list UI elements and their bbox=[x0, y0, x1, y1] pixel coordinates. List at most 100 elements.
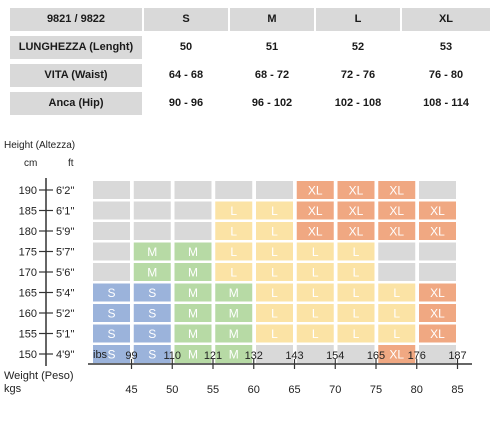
x-tick-label-kg: 85 bbox=[451, 384, 463, 396]
size-cell-label: S bbox=[107, 327, 115, 341]
size-cell-label: L bbox=[312, 307, 319, 321]
size-cell-label: XL bbox=[349, 204, 364, 218]
size-cell-label: L bbox=[230, 245, 237, 259]
size-cell-label: M bbox=[229, 327, 239, 341]
size-cell-label: XL bbox=[430, 204, 445, 218]
empty-cell bbox=[378, 263, 416, 281]
size-cell-label: S bbox=[148, 348, 156, 362]
size-cell-label: L bbox=[353, 327, 360, 341]
size-cell-s bbox=[133, 345, 171, 363]
size-cell-l bbox=[378, 304, 416, 322]
x-tick-label-kg: 45 bbox=[125, 384, 137, 396]
y-tick-label-ft: 4'9'' bbox=[56, 349, 75, 361]
size-header-l: L bbox=[316, 8, 400, 31]
empty-cell bbox=[93, 263, 130, 281]
size-cell-label: M bbox=[188, 286, 198, 300]
y-tick-label-ft: 5'1'' bbox=[56, 329, 75, 341]
size-header-xl: XL bbox=[402, 8, 490, 31]
y-tick-label-ft: 5'9'' bbox=[56, 226, 75, 238]
size-cell-label: L bbox=[393, 327, 400, 341]
y-tick-label-cm: 165 bbox=[19, 288, 37, 300]
size-cell-s bbox=[133, 324, 171, 343]
empty-cell bbox=[256, 181, 293, 199]
x-tick-label-kg: 70 bbox=[329, 384, 341, 396]
size-cell-l bbox=[296, 263, 334, 281]
size-cell-label: M bbox=[147, 245, 157, 259]
length-m: 51 bbox=[230, 36, 314, 59]
size-cell-l bbox=[215, 242, 253, 261]
empty-cell bbox=[296, 345, 334, 363]
empty-cell bbox=[419, 345, 456, 363]
size-cell-s bbox=[133, 304, 171, 322]
size-cell-xl bbox=[337, 222, 375, 240]
size-cell-xl bbox=[378, 201, 416, 220]
y-tick-label-cm: 150 bbox=[19, 349, 37, 361]
x-tick-label-lbs: 121 bbox=[204, 350, 222, 362]
size-cell-l bbox=[337, 324, 375, 343]
size-cell-label: XL bbox=[349, 184, 364, 198]
size-cell-label: XL bbox=[308, 204, 323, 218]
size-cell-l bbox=[296, 324, 334, 343]
size-cell-xl bbox=[378, 222, 416, 240]
y-tick-label-cm: 175 bbox=[19, 247, 37, 259]
size-cell-m bbox=[174, 242, 212, 261]
x-tick-label-kg: 65 bbox=[288, 384, 300, 396]
size-cell-label: L bbox=[271, 286, 278, 300]
empty-cell bbox=[419, 181, 456, 199]
size-cell-xl bbox=[296, 222, 334, 240]
empty-cell bbox=[215, 181, 253, 199]
y-axis-title: Height (Altezza) bbox=[4, 140, 75, 151]
x-tick-label-kg: 50 bbox=[166, 384, 178, 396]
hip-l: 102 - 108 bbox=[316, 92, 400, 115]
x-tick-label-lbs: 143 bbox=[285, 350, 303, 362]
size-cell-label: S bbox=[107, 348, 115, 362]
height-weight-size-chart: Height (Altezza) cm ft 190 6'2'' XL XL XL 185 6'1… bbox=[4, 140, 472, 396]
size-cell-l bbox=[215, 201, 253, 220]
size-cell-m bbox=[174, 304, 212, 322]
empty-cell bbox=[174, 222, 212, 240]
size-cell-l bbox=[256, 324, 293, 343]
size-cell-label: L bbox=[353, 307, 360, 321]
size-cell-l bbox=[378, 283, 416, 302]
x-tick-label-kg: 60 bbox=[248, 384, 260, 396]
size-cell-l bbox=[337, 283, 375, 302]
size-cell-m bbox=[133, 263, 171, 281]
size-cell-m bbox=[174, 345, 212, 363]
size-cell-label: M bbox=[229, 286, 239, 300]
size-cell-xl bbox=[419, 304, 456, 322]
size-cell-label: XL bbox=[430, 225, 445, 239]
size-cell-label: L bbox=[271, 327, 278, 341]
size-cell-label: S bbox=[148, 286, 156, 300]
size-cell-l bbox=[378, 324, 416, 343]
waist-s: 64 - 68 bbox=[144, 64, 228, 87]
waist-xl: 76 - 80 bbox=[402, 64, 490, 87]
size-cell-l bbox=[256, 304, 293, 322]
size-cell-l bbox=[337, 304, 375, 322]
y-tick-label-ft: 5'7'' bbox=[56, 247, 75, 259]
size-cell-label: XL bbox=[430, 307, 445, 321]
size-cell-label: L bbox=[230, 266, 237, 280]
size-cell-xl bbox=[296, 201, 334, 220]
row-label-length: LUNGHEZZA (Lenght) bbox=[10, 36, 142, 59]
hip-xl: 108 - 114 bbox=[402, 92, 490, 115]
size-cell-xl bbox=[378, 345, 416, 363]
size-cell-label: S bbox=[107, 307, 115, 321]
y-tick-label-cm: 185 bbox=[19, 206, 37, 218]
size-cell-label: M bbox=[229, 307, 239, 321]
empty-cell bbox=[337, 345, 375, 363]
size-cell-m bbox=[215, 283, 253, 302]
waist-m: 68 - 72 bbox=[230, 64, 314, 87]
size-cell-label: XL bbox=[389, 204, 404, 218]
size-cell-label: S bbox=[148, 327, 156, 341]
x-tick-label-lbs: 165 bbox=[367, 350, 385, 362]
size-cell-l bbox=[256, 201, 293, 220]
y-tick-label-ft: 5'2'' bbox=[56, 308, 75, 320]
size-cell-l bbox=[296, 304, 334, 322]
y-tick-label-ft: 5'4'' bbox=[56, 288, 75, 300]
size-cell-label: L bbox=[230, 225, 237, 239]
size-cell-m bbox=[174, 324, 212, 343]
size-cell-l bbox=[256, 283, 293, 302]
length-xl: 53 bbox=[402, 36, 490, 59]
size-cell-label: M bbox=[147, 266, 157, 280]
size-cell-label: L bbox=[353, 245, 360, 259]
